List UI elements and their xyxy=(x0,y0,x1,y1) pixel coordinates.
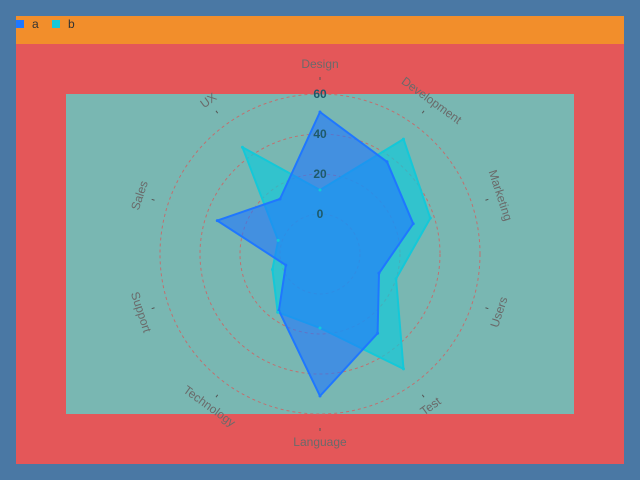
legend-label-a: a xyxy=(32,17,39,31)
category-label-technology: Technology xyxy=(181,383,238,430)
data-point-b-1 xyxy=(401,137,405,141)
data-point-a-5 xyxy=(318,394,322,398)
data-point-a-0 xyxy=(318,110,322,114)
radial-tick-label-0: 0 xyxy=(317,207,324,221)
data-point-b-8 xyxy=(276,238,280,242)
axis-tick-4 xyxy=(421,394,425,398)
axis-tick-7 xyxy=(151,307,155,310)
axis-tick-8 xyxy=(151,198,155,201)
data-point-a-3 xyxy=(377,271,381,275)
radial-tick-label-60: 60 xyxy=(313,87,327,101)
data-point-b-4 xyxy=(401,367,405,371)
category-label-users: Users xyxy=(487,295,510,329)
data-point-a-2 xyxy=(411,222,415,226)
legend-item-b[interactable]: b xyxy=(52,16,75,32)
category-label-support: Support xyxy=(128,290,155,335)
category-label-test: Test xyxy=(418,394,445,419)
data-point-b-6 xyxy=(276,310,280,314)
category-label-development: Development xyxy=(399,74,465,127)
axis-tick-9 xyxy=(215,110,219,114)
data-point-a-9 xyxy=(278,197,282,201)
category-label-marketing: Marketing xyxy=(486,168,516,222)
category-label-ux: UX xyxy=(198,90,220,111)
axis-tick-6 xyxy=(215,394,219,398)
legend-item-a[interactable]: a xyxy=(16,16,39,32)
axis-tick-3 xyxy=(485,307,489,310)
grid-circle-60 xyxy=(159,93,481,415)
axis-tick-1 xyxy=(421,110,425,114)
data-point-a-8 xyxy=(215,219,219,223)
legend-swatch-b xyxy=(52,20,60,28)
data-point-b-3 xyxy=(394,277,398,281)
radial-tick-label-40: 40 xyxy=(313,127,327,141)
data-point-a-4 xyxy=(376,331,380,335)
category-label-design: Design xyxy=(301,57,338,71)
radial-tick-label-20: 20 xyxy=(313,167,327,181)
legend: a b xyxy=(16,16,624,44)
data-point-a-7 xyxy=(284,263,288,267)
data-point-b-0 xyxy=(318,188,322,192)
legend-swatch-a xyxy=(16,20,24,28)
data-point-a-1 xyxy=(385,160,389,164)
data-point-b-7 xyxy=(270,267,274,271)
data-point-b-2 xyxy=(428,216,432,220)
legend-label-b: b xyxy=(68,17,75,31)
data-point-b-9 xyxy=(240,145,244,149)
axis-tick-2 xyxy=(485,198,489,201)
category-label-sales: Sales xyxy=(128,179,151,212)
data-point-b-5 xyxy=(318,326,322,330)
category-label-language: Language xyxy=(293,435,347,449)
